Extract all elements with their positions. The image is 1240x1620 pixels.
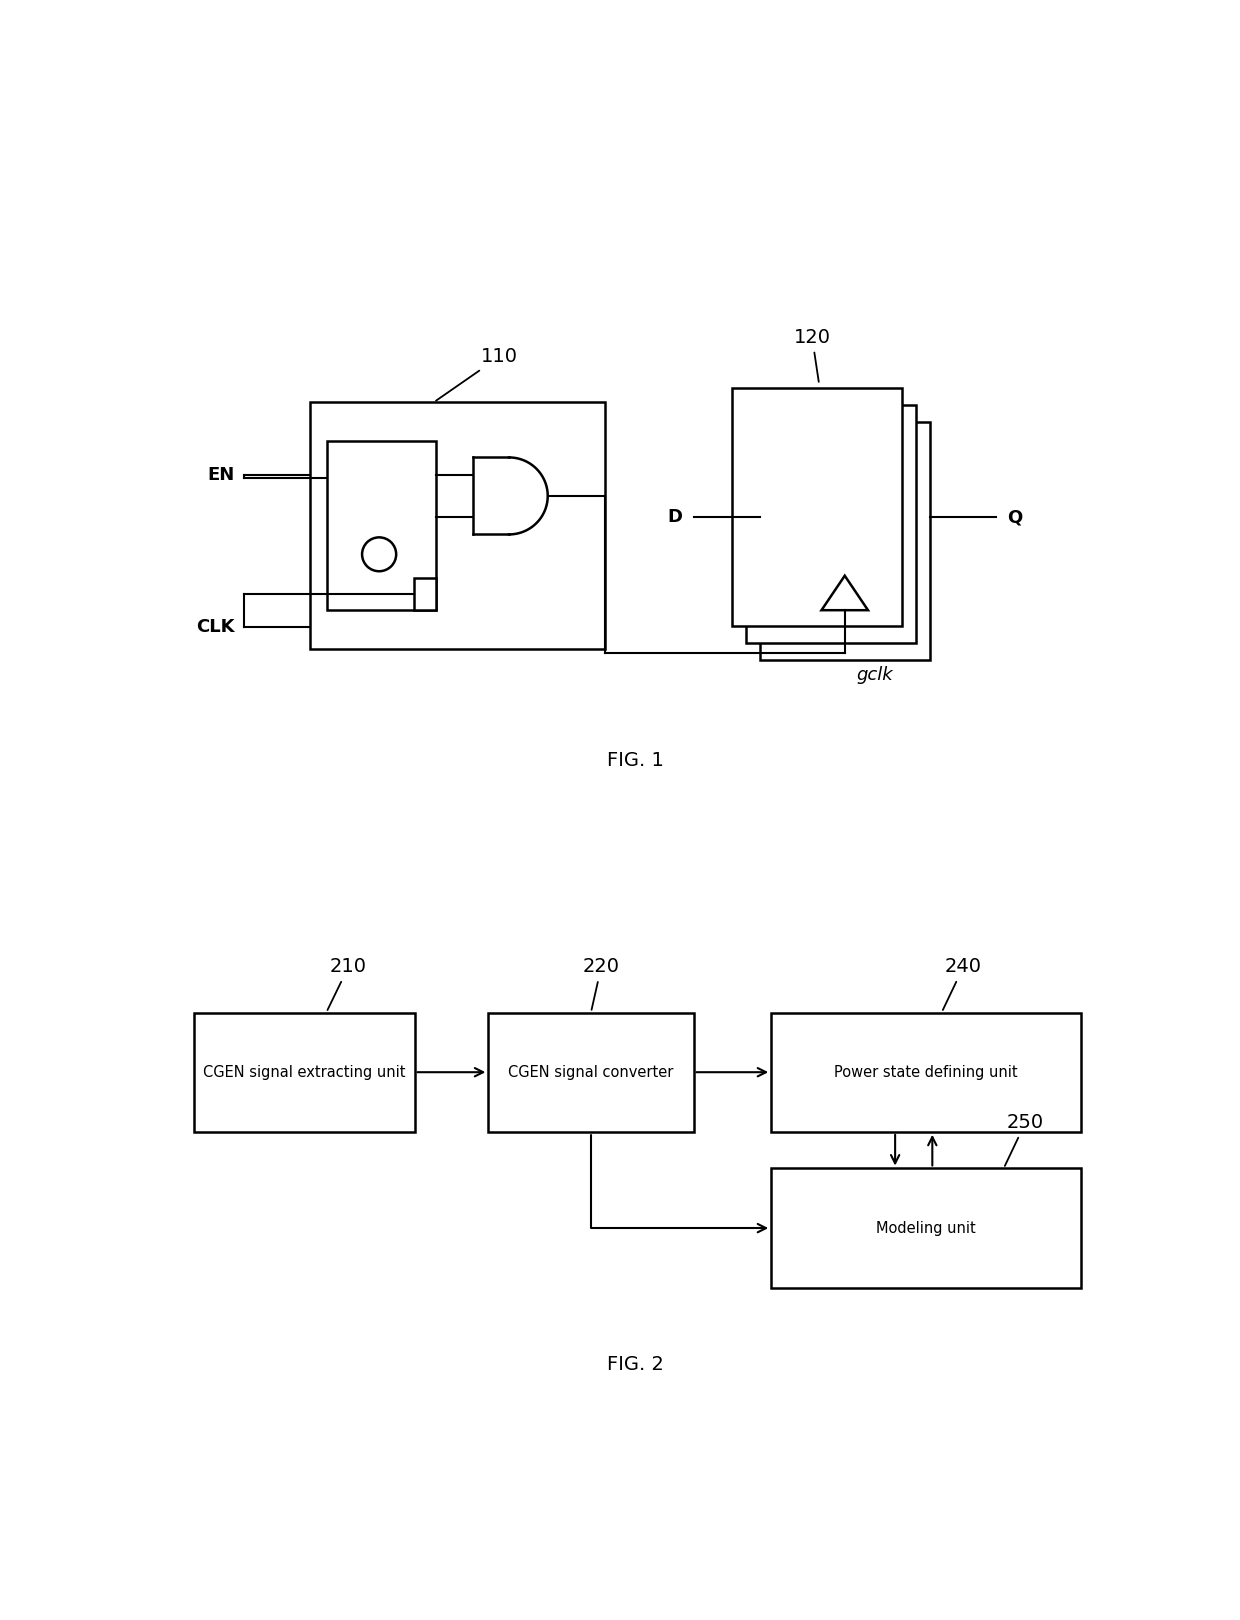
Bar — [310, 402, 605, 648]
Text: CGEN signal converter: CGEN signal converter — [508, 1064, 673, 1079]
Text: 250: 250 — [1004, 1113, 1044, 1166]
Bar — [771, 1012, 1081, 1132]
Text: 210: 210 — [327, 957, 367, 1009]
Bar — [732, 387, 903, 627]
Text: CGEN signal extracting unit: CGEN signal extracting unit — [203, 1064, 405, 1079]
Bar — [745, 405, 916, 643]
Text: D: D — [667, 509, 682, 526]
Bar — [193, 1012, 414, 1132]
Text: Modeling unit: Modeling unit — [877, 1220, 976, 1236]
Text: 220: 220 — [583, 957, 620, 1009]
Text: Power state defining unit: Power state defining unit — [835, 1064, 1018, 1079]
Text: FIG. 2: FIG. 2 — [608, 1356, 663, 1374]
Circle shape — [362, 538, 397, 572]
Bar — [489, 1012, 693, 1132]
Text: 110: 110 — [436, 347, 518, 400]
Bar — [327, 441, 435, 611]
Text: gclk: gclk — [857, 666, 893, 684]
Text: 240: 240 — [942, 957, 982, 1009]
Text: 120: 120 — [794, 327, 831, 382]
Polygon shape — [821, 575, 868, 611]
Text: Q: Q — [1007, 509, 1023, 526]
Text: CLK: CLK — [196, 619, 234, 637]
Bar — [759, 421, 930, 661]
Text: EN: EN — [207, 467, 234, 484]
Bar — [414, 578, 435, 611]
Text: FIG. 1: FIG. 1 — [608, 750, 663, 770]
Bar — [771, 1168, 1081, 1288]
